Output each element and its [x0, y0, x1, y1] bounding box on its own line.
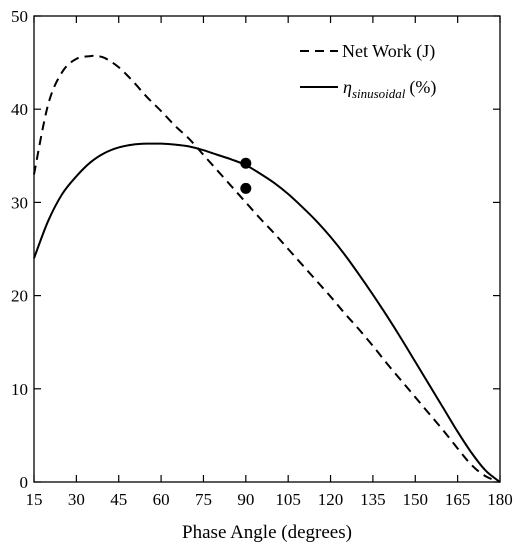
x-tick-label: 15	[26, 490, 43, 509]
x-tick-label: 105	[275, 490, 301, 509]
data-point-marker	[240, 157, 252, 169]
legend-unit: (%)	[409, 77, 436, 98]
x-tick-label: 90	[237, 490, 254, 509]
plot-frame	[33, 15, 501, 483]
x-tick-label: 165	[445, 490, 471, 509]
legend-label-net-work: Net Work (J)	[342, 41, 435, 62]
x-tick-label: 30	[68, 490, 85, 509]
x-tick-label: 135	[360, 490, 386, 509]
data-point-marker	[240, 182, 252, 194]
y-tick-label: 0	[20, 473, 29, 492]
x-tick-label: 75	[195, 490, 212, 509]
legend-label-efficiency: ηsinusoidal (%)	[343, 77, 436, 101]
legend-subscript: sinusoidal	[352, 86, 406, 101]
series-line-net-work	[33, 54, 501, 483]
y-tick-label: 10	[11, 380, 28, 399]
y-tick-label: 30	[11, 193, 28, 212]
series-line-efficiency	[33, 142, 501, 483]
x-tick-label: 120	[318, 490, 344, 509]
x-tick-label: 180	[487, 490, 513, 509]
series-layer	[33, 54, 501, 483]
legend-eta-symbol: η	[343, 77, 352, 97]
legend: Net Work (J) ηsinusoidal (%)	[300, 41, 436, 101]
markers-layer	[240, 157, 252, 194]
y-tick-label: 50	[11, 7, 28, 26]
y-tick-label: 20	[11, 287, 28, 306]
x-tick-label: 45	[110, 490, 127, 509]
x-tick-label: 60	[153, 490, 170, 509]
x-tick-label: 150	[403, 490, 429, 509]
x-axis-title: Phase Angle (degrees)	[182, 522, 352, 543]
axis-ticks: 15 30 45 60 75 90 105 120 135 150 165 180 0 10 20 30 40 5…	[11, 7, 513, 509]
y-tick-label: 40	[11, 100, 28, 119]
